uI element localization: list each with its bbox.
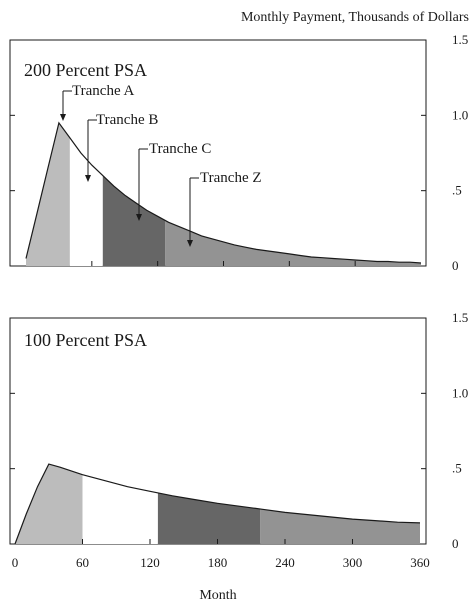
y-tick-label: 1.0 (452, 385, 468, 400)
x-tick-label: 0 (12, 555, 19, 570)
x-tick-label: 300 (343, 555, 363, 570)
tranche-area-tranche-z (260, 509, 420, 544)
x-tick-label: 360 (410, 555, 430, 570)
tranche-area-tranche-z (165, 220, 421, 266)
panel-100-psa: 0 .5 1.0 1.5 0 60 120 180 240 300 360 100 Percent… (9, 310, 468, 570)
y-tick-label: .5 (452, 461, 462, 476)
tranche-callouts: Tranche A Tranche B Tranche C Tranche Z (60, 83, 262, 247)
y-tick-label: 0 (452, 536, 459, 551)
callout-arrowhead (85, 175, 91, 182)
panel-200-psa: 0.51.01.5 200 Percent PSA Tranche ATranc… (9, 32, 468, 273)
tranche-area-tranche-b (82, 474, 158, 544)
total-payment-curve (25, 121, 422, 264)
panel-title: 100 Percent PSA (24, 330, 147, 350)
callout-arrowhead (136, 214, 142, 221)
tranche-area-tranche-a (15, 464, 83, 544)
tranche-area-tranche-a (26, 122, 70, 267)
tranche-area-tranche-c (157, 492, 261, 544)
callout-label-tranche-z: Tranche Z (200, 170, 262, 186)
tranche-area-tranche-c (102, 175, 166, 266)
tranche-area-tranche-b (69, 137, 103, 266)
y-tick-label: 0 (452, 258, 459, 273)
callout-arrowhead (60, 114, 66, 121)
callout-label-tranche-b: Tranche B (96, 112, 158, 128)
x-tick-label: 120 (140, 555, 160, 570)
y-tick-label: 1.5 (452, 32, 468, 47)
x-axis-title: Month (199, 588, 236, 603)
total-payment-curve (14, 463, 421, 545)
x-tick-label: 60 (76, 555, 89, 570)
callout-label-tranche-c: Tranche C (149, 141, 211, 157)
callout-label-tranche-a: Tranche A (72, 83, 135, 99)
x-tick-label: 240 (275, 555, 295, 570)
callout-arrowhead (187, 240, 193, 247)
x-tick-label: 180 (208, 555, 228, 570)
y-axis-title: Monthly Payment, Thousands of Dollars (241, 10, 469, 25)
y-tick-label: .5 (452, 183, 462, 198)
y-tick-label: 1.0 (452, 107, 468, 122)
panel-title: 200 Percent PSA (24, 60, 147, 80)
y-tick-label: 1.5 (452, 310, 468, 325)
